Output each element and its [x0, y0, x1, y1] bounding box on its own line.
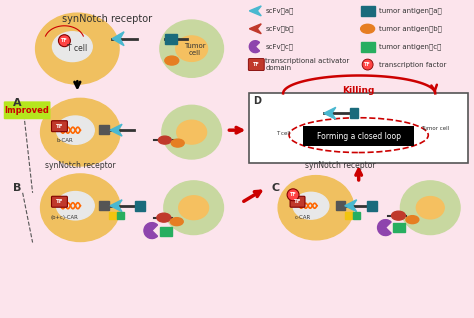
- Ellipse shape: [176, 36, 208, 61]
- Polygon shape: [110, 124, 122, 136]
- Bar: [345, 212, 352, 219]
- Ellipse shape: [406, 216, 419, 224]
- Circle shape: [362, 59, 373, 70]
- Wedge shape: [144, 223, 157, 238]
- Text: c-CAR: c-CAR: [295, 215, 311, 220]
- Text: Improved: Improved: [4, 106, 49, 115]
- Text: Tumor cell: Tumor cell: [421, 126, 449, 131]
- Polygon shape: [249, 24, 261, 34]
- Text: A: A: [13, 98, 21, 108]
- Text: synNotch receptor: synNotch receptor: [45, 162, 116, 170]
- Text: Forming a closed loop: Forming a closed loop: [317, 132, 401, 141]
- Ellipse shape: [56, 116, 94, 144]
- Ellipse shape: [293, 192, 329, 219]
- Ellipse shape: [267, 123, 289, 139]
- Text: (b+c)-CAR: (b+c)-CAR: [51, 215, 78, 220]
- Text: D: D: [253, 96, 261, 106]
- Ellipse shape: [177, 120, 207, 144]
- Ellipse shape: [165, 56, 179, 65]
- Bar: [99, 125, 109, 134]
- FancyBboxPatch shape: [303, 126, 414, 146]
- Text: scFv（b）: scFv（b）: [265, 25, 294, 32]
- FancyBboxPatch shape: [248, 59, 264, 71]
- Text: synNotch receptor: synNotch receptor: [62, 14, 152, 24]
- Circle shape: [58, 35, 70, 47]
- Text: TF: TF: [253, 62, 260, 67]
- Bar: [109, 212, 116, 219]
- Text: tumor antigen（b）: tumor antigen（b）: [379, 25, 441, 32]
- Bar: [393, 223, 405, 232]
- Text: scFv（c）: scFv（c）: [265, 43, 293, 50]
- Ellipse shape: [53, 32, 92, 62]
- Ellipse shape: [394, 131, 406, 139]
- Text: TF: TF: [55, 124, 63, 129]
- Bar: [353, 212, 360, 219]
- Text: Tumor: Tumor: [184, 43, 205, 49]
- Text: transcription factor: transcription factor: [379, 62, 446, 67]
- Bar: [135, 201, 145, 211]
- Ellipse shape: [36, 13, 119, 84]
- Ellipse shape: [278, 176, 354, 240]
- Circle shape: [287, 189, 299, 201]
- Ellipse shape: [261, 114, 305, 152]
- Text: tumor antigen（a）: tumor antigen（a）: [379, 8, 441, 14]
- Text: Killing: Killing: [343, 86, 375, 95]
- Bar: [350, 108, 358, 118]
- Ellipse shape: [170, 218, 183, 225]
- FancyBboxPatch shape: [52, 196, 67, 207]
- Ellipse shape: [164, 181, 223, 235]
- Bar: [165, 34, 177, 44]
- Text: TF: TF: [55, 199, 63, 204]
- Polygon shape: [112, 32, 124, 46]
- Ellipse shape: [179, 196, 209, 220]
- Ellipse shape: [401, 181, 460, 235]
- Text: synNotch receptor: synNotch receptor: [305, 162, 376, 170]
- Ellipse shape: [361, 24, 374, 33]
- Text: TF: TF: [61, 38, 68, 43]
- Text: b-CAR: b-CAR: [56, 138, 73, 142]
- Text: B: B: [13, 183, 21, 193]
- Ellipse shape: [425, 125, 445, 141]
- Text: C: C: [271, 183, 279, 193]
- Ellipse shape: [392, 211, 405, 220]
- Bar: [366, 201, 376, 211]
- Ellipse shape: [158, 136, 171, 144]
- FancyBboxPatch shape: [52, 121, 67, 132]
- Ellipse shape: [41, 174, 120, 241]
- Ellipse shape: [171, 139, 184, 147]
- Text: TF: TF: [364, 62, 371, 67]
- Bar: [361, 42, 374, 52]
- Wedge shape: [378, 220, 391, 236]
- Text: cell: cell: [189, 50, 201, 56]
- Text: T cell: T cell: [67, 44, 88, 53]
- Bar: [117, 212, 124, 219]
- Ellipse shape: [56, 191, 94, 220]
- Polygon shape: [345, 200, 357, 212]
- Ellipse shape: [160, 20, 223, 77]
- Text: transcriptional activator
domain: transcriptional activator domain: [265, 58, 349, 71]
- Ellipse shape: [162, 105, 221, 159]
- Ellipse shape: [41, 98, 120, 166]
- Polygon shape: [110, 200, 122, 212]
- Text: T cell: T cell: [276, 131, 290, 136]
- Ellipse shape: [415, 115, 455, 151]
- Bar: [336, 201, 345, 210]
- Bar: [361, 6, 374, 16]
- Text: tumor antigen（c）: tumor antigen（c）: [379, 43, 441, 50]
- Text: TF: TF: [290, 192, 296, 197]
- Polygon shape: [249, 6, 261, 16]
- Text: scFv（a）: scFv（a）: [265, 8, 293, 14]
- Bar: [160, 227, 172, 236]
- Text: TF: TF: [294, 199, 301, 204]
- Bar: [99, 201, 109, 210]
- Polygon shape: [324, 107, 336, 119]
- Ellipse shape: [157, 213, 171, 222]
- Ellipse shape: [416, 197, 444, 219]
- FancyBboxPatch shape: [4, 101, 51, 119]
- FancyBboxPatch shape: [249, 93, 468, 163]
- Wedge shape: [249, 41, 259, 52]
- FancyBboxPatch shape: [290, 196, 305, 207]
